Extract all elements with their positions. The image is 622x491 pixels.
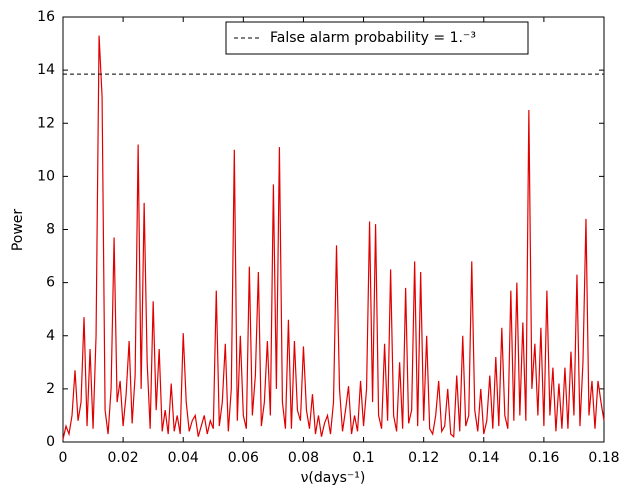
x-tick-label: 0.12 — [408, 450, 439, 466]
legend-label: False alarm probability = 1.⁻³ — [270, 30, 476, 46]
y-tick-label: 0 — [46, 434, 55, 450]
y-tick-label: 16 — [37, 9, 55, 25]
y-tick-label: 10 — [37, 168, 55, 184]
x-tick-label: 0.14 — [468, 450, 499, 466]
x-tick-label: 0 — [59, 450, 68, 466]
y-tick-label: 2 — [46, 381, 55, 397]
y-tick-label: 6 — [46, 275, 55, 291]
x-tick-label: 0.18 — [588, 450, 619, 466]
x-tick-label: 0.16 — [528, 450, 559, 466]
x-tick-label: 0.1 — [352, 450, 374, 466]
y-axis-label: Power — [10, 209, 26, 252]
power-line — [62, 35, 605, 440]
y-tick-label: 12 — [37, 115, 55, 131]
y-tick-label: 14 — [37, 62, 55, 78]
y-tick-label: 8 — [46, 222, 55, 238]
x-tick-label: 0.04 — [168, 450, 199, 466]
x-tick-label: 0.02 — [108, 450, 139, 466]
legend-box — [225, 21, 529, 55]
x-axis-label: ν(days⁻¹) — [301, 470, 366, 486]
x-tick-label: 0.08 — [288, 450, 319, 466]
y-tick-label: 4 — [46, 328, 55, 344]
x-tick-label: 0.06 — [228, 450, 259, 466]
